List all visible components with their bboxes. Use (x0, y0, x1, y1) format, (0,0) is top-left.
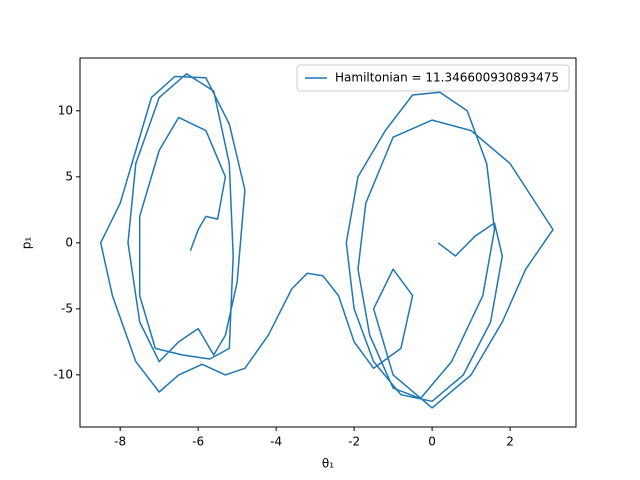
x-tick-label: -4 (270, 435, 282, 449)
legend-label: Hamiltonian = 11.346600930893475 (335, 71, 559, 85)
y-axis-label: p₁ (20, 237, 34, 250)
y-tick-label: -10 (53, 367, 73, 381)
x-tick-label: 2 (506, 435, 514, 449)
x-tick-label: -8 (114, 435, 126, 449)
y-tick-label: 10 (58, 103, 73, 117)
y-tick-label: 0 (65, 235, 73, 249)
plot-frame (79, 57, 577, 428)
data-line (99, 73, 554, 409)
legend-box (296, 64, 570, 92)
x-tick-label: 0 (428, 435, 436, 449)
x-tick-label: -2 (348, 435, 360, 449)
x-tick-label: -6 (192, 435, 204, 449)
x-axis-label: θ₁ (322, 457, 334, 471)
y-tick-label: -5 (61, 301, 73, 315)
y-tick-label: 5 (65, 169, 73, 183)
